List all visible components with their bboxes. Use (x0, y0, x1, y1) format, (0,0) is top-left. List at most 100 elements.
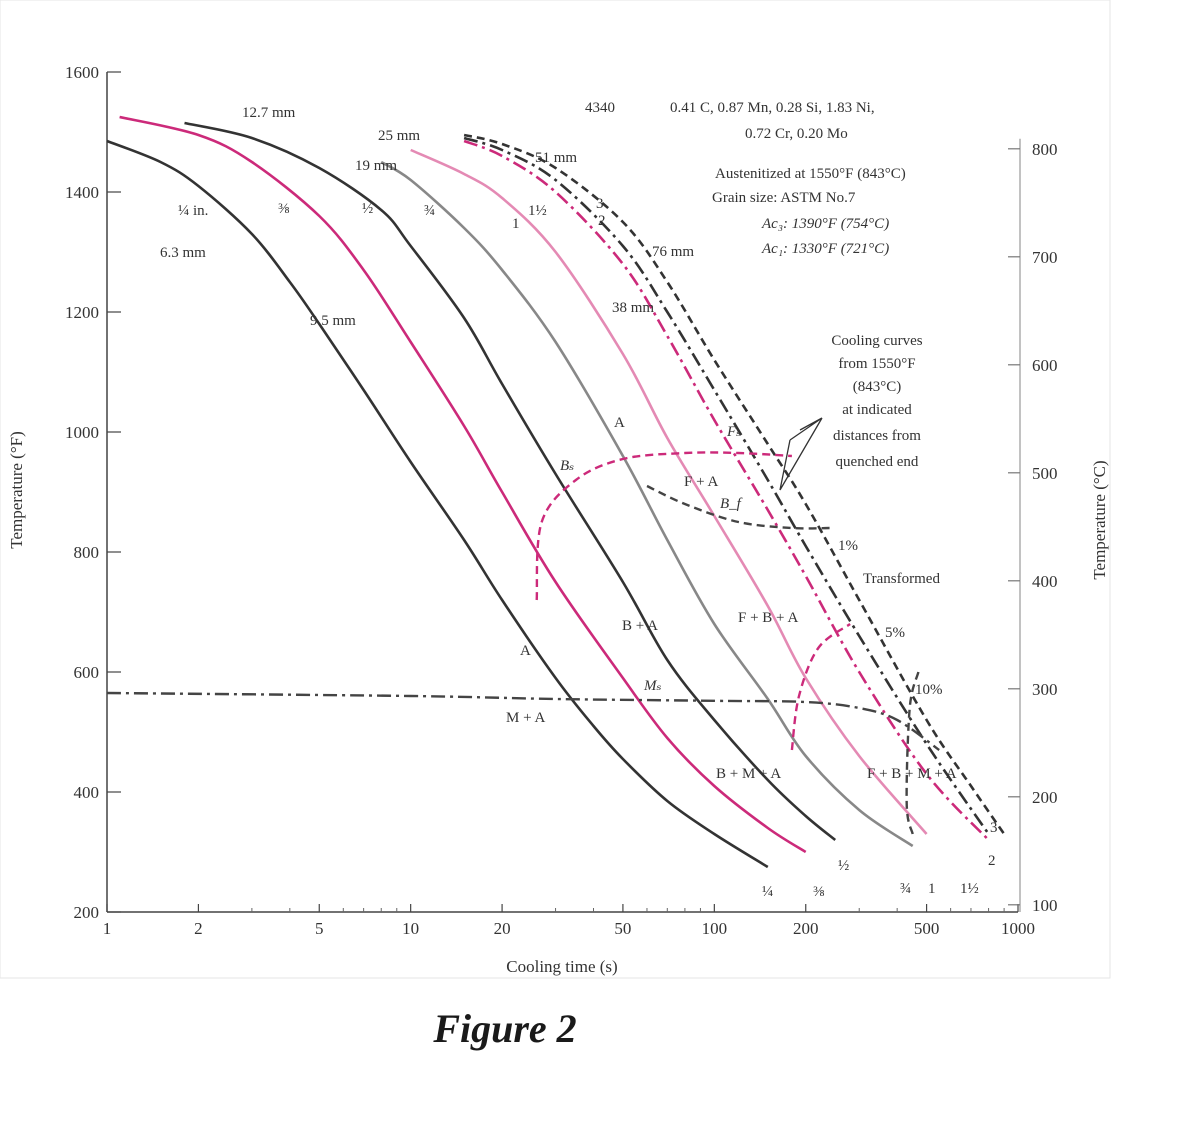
curve-top-label: 2 (598, 213, 606, 229)
curve-top-label: 1 (512, 216, 520, 232)
region-f-plus-a: F + A (684, 474, 718, 490)
y-tick-label: 1400 (65, 183, 99, 202)
cooling-curve-1 (119, 115, 807, 854)
transformation-line-0 (106, 691, 940, 751)
y-right-tick-label: 200 (1032, 788, 1058, 807)
cooling-note-2: from 1550°F (838, 356, 915, 372)
cooling-note-3: (843°C) (853, 379, 902, 395)
curve-bottom-label: ⅜ (813, 884, 825, 900)
x-tick-label: 100 (702, 919, 728, 938)
pct-5-label: 5% (885, 625, 905, 641)
cooling-curve-7 (463, 133, 1006, 835)
curve-top-label: ¼ in. (178, 203, 208, 219)
curve-bottom-label: ¾ (900, 881, 911, 897)
curve-bottom-label: ¼ (762, 884, 773, 900)
curve-mm-label: 6.3 mm (160, 245, 206, 261)
bf-label: B_f (720, 496, 743, 512)
fs-label: Fₛ (726, 424, 741, 440)
y-axis-left-title: Temperature (°F) (7, 431, 26, 548)
y-tick-label: 1200 (65, 303, 99, 322)
y-right-tick-label: 600 (1032, 356, 1058, 375)
transformation-line-3 (790, 623, 851, 751)
y-tick-label: 800 (74, 543, 100, 562)
y-tick-label: 200 (74, 903, 100, 922)
y-right-tick-label: 500 (1032, 464, 1058, 483)
y-tick-label: 600 (74, 663, 100, 682)
x-tick-label: 50 (614, 919, 631, 938)
pct-10-label: 10% (915, 682, 943, 698)
curve-top-label: ½ (362, 201, 373, 217)
y-right-tick-label: 100 (1032, 896, 1058, 915)
x-axis-title: Cooling time (s) (506, 957, 617, 976)
cooling-note-5: distances from (833, 428, 921, 444)
curve-mm-label: 38 mm (612, 300, 654, 316)
y-right-tick-label: 300 (1032, 680, 1058, 699)
curve-top-label: 1½ (528, 203, 547, 219)
y-right-tick-label: 700 (1032, 248, 1058, 267)
steel-grade-label: 4340 (585, 100, 615, 116)
x-tick-label: 20 (494, 919, 511, 938)
curve-bottom-label: 1 (928, 881, 936, 897)
series-group (106, 115, 1006, 869)
x-tick-label: 500 (914, 919, 940, 938)
cooling-note-arrows (779, 417, 823, 491)
composition-line-2: 0.72 Cr, 0.20 Mo (745, 126, 848, 142)
bs-label: Bₛ (560, 458, 574, 474)
curve-mm-label: 9.5 mm (310, 313, 356, 329)
cooling-chart: 1 2 5 10 20 50 100 200 500 1000200400600800100012… (0, 0, 1111, 979)
figure-frame (0, 0, 1111, 979)
cooling-note-6: quenched end (836, 454, 919, 470)
curve-mm-label: 25 mm (378, 128, 420, 144)
region-b-m-a: B + M + A (716, 766, 781, 782)
y-tick-label: 400 (74, 783, 100, 802)
cooling-curve-0 (106, 139, 769, 869)
curve-top-label: 3 (596, 196, 604, 212)
curve-mm-label: 12.7 mm (242, 105, 296, 121)
transformed-label: Transformed (863, 571, 940, 587)
y-tick-label: 1000 (65, 423, 99, 442)
curve-top-label: ¾ (424, 203, 435, 219)
region-a-lower: A (520, 643, 531, 659)
cooling-curve-6 (463, 136, 990, 835)
figure-caption: Figure 2 (433, 1006, 577, 1051)
x-tick-label: 1 (103, 919, 112, 938)
transformation-line-2 (646, 484, 830, 530)
labels-group: ¼ in.6.3 mm¼⅜9.5 mm⅜½12.7 mm½¾19 mm¾125 … (160, 105, 998, 900)
region-b-plus-a: B + A (622, 618, 658, 634)
x-tick-label: 1000 (1001, 919, 1035, 938)
x-tick-label: 10 (402, 919, 419, 938)
austenitized-label: Austenitized at 1550°F (843°C) (715, 166, 906, 182)
x-tick-label: 200 (793, 919, 819, 938)
ms-label: Mₛ (643, 678, 662, 694)
y-right-tick-label: 400 (1032, 572, 1058, 591)
grain-size-label: Grain size: ASTM No.7 (712, 190, 856, 206)
curve-mm-label: 76 mm (652, 244, 694, 260)
curve-top-label: ⅜ (278, 201, 290, 217)
ac3-label: Ac₃: 1390°F (754°C) (761, 216, 889, 232)
region-f-b-a: F + B + A (738, 610, 798, 626)
cooling-note-1: Cooling curves (831, 333, 922, 349)
ac1-label: Ac₁: 1330°F (721°C) (761, 241, 889, 257)
curve-mm-label: 19 mm (355, 158, 397, 174)
composition-line-1: 0.41 C, 0.87 Mn, 0.28 Si, 1.83 Ni, (670, 100, 875, 116)
curve-bottom-label: ½ (838, 858, 849, 874)
x-tick-label: 5 (315, 919, 324, 938)
curve-mm-label: 51 mm (535, 150, 577, 166)
transformation-line-4 (905, 671, 920, 835)
cooling-curve-2 (184, 121, 837, 842)
cooling-curve-3 (380, 160, 914, 848)
cooling-curve-4 (410, 148, 928, 835)
region-f-b-m-a: F + B + M + A (867, 766, 957, 782)
transformation-line-1 (535, 451, 792, 601)
chart-container: 1 2 5 10 20 50 100 200 500 1000 200 400 600 800 1000 12… (0, 0, 1111, 979)
x-tick-label: 2 (194, 919, 203, 938)
curve-bottom-label: 1½ (960, 881, 979, 897)
curve-bottom-label: 3 (990, 820, 998, 836)
curve-bottom-label: 2 (988, 853, 996, 869)
pct-1-label: 1% (838, 538, 858, 554)
y-axis-right-title: Temperature (°C) (1090, 460, 1109, 579)
y-right-tick-label: 800 (1032, 140, 1058, 159)
axes-group: 1 2 5 10 20 50 100 200 500 1000200400600800100012… (65, 63, 1058, 938)
region-a-upper: A (614, 415, 625, 431)
region-m-plus-a: M + A (506, 710, 545, 726)
